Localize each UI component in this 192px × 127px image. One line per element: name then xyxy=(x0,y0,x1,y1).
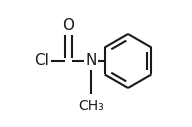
Text: N: N xyxy=(85,53,97,68)
Text: O: O xyxy=(62,18,74,33)
Text: Cl: Cl xyxy=(35,53,49,68)
Text: CH₃: CH₃ xyxy=(78,99,104,113)
